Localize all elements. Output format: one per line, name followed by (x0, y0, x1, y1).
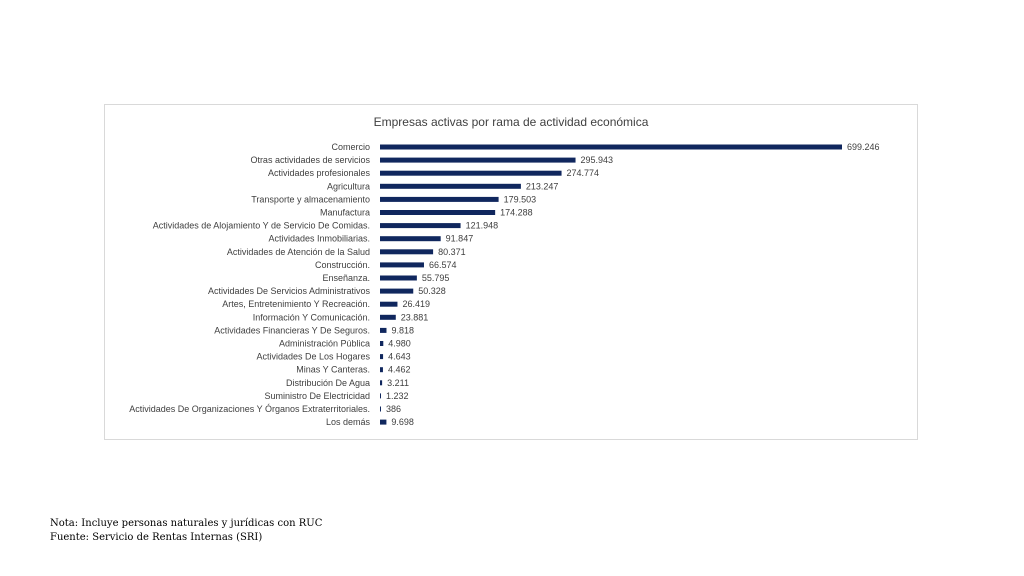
category-label: Otras actividades de servicios (250, 155, 370, 165)
data-label: 80.371 (438, 247, 466, 257)
data-label: 55.795 (422, 273, 450, 283)
bar (380, 262, 424, 268)
bar (380, 419, 387, 425)
bar (380, 301, 398, 307)
bar (380, 275, 417, 281)
category-label: Actividades de Alojamiento Y de Servicio… (153, 221, 370, 231)
bar (380, 341, 384, 346)
category-label: Actividades De Los Hogares (256, 352, 370, 362)
bar (380, 380, 383, 386)
bar (380, 196, 499, 202)
data-label: 91.847 (446, 234, 474, 244)
bar (380, 288, 414, 294)
data-label: 9.698 (391, 417, 414, 427)
data-label: 386 (386, 404, 401, 414)
bar (380, 367, 383, 373)
category-label: Actividades De Organizaciones Y Órganos … (129, 404, 370, 414)
category-label: Construcción. (315, 260, 370, 270)
category-label: Actividades de Atención de la Salud (227, 247, 370, 257)
category-label: Actividades De Servicios Administrativos (208, 286, 371, 296)
category-label: Transporte y almacenamiento (251, 194, 370, 204)
data-label: 4.462 (388, 365, 411, 375)
bar (380, 393, 381, 399)
category-label: Información Y Comunicación. (253, 312, 370, 322)
note-text: Nota: Incluye personas naturales y juríd… (50, 518, 323, 529)
bar (380, 183, 521, 189)
data-label: 1.232 (386, 391, 409, 401)
bar (380, 157, 576, 163)
category-label: Distribución De Agua (286, 378, 370, 388)
notes: Nota: Incluye personas naturales y juríd… (50, 517, 322, 545)
data-label: 274.774 (567, 168, 600, 178)
category-label: Enseñanza. (322, 273, 370, 283)
category-label: Agricultura (327, 181, 370, 191)
bar (380, 223, 461, 229)
data-label: 213.247 (526, 181, 559, 191)
category-label: Comercio (331, 142, 370, 152)
bar (380, 144, 842, 150)
data-label: 9.818 (391, 325, 414, 335)
category-label: Minas Y Canteras. (296, 365, 370, 375)
category-label: Artes, Entretenimiento Y Recreación. (222, 299, 370, 309)
bar (380, 327, 387, 333)
category-label: Manufactura (320, 208, 370, 218)
data-label: 3.211 (387, 378, 409, 388)
data-label: 26.419 (402, 299, 430, 309)
data-label: 50.328 (418, 286, 446, 296)
category-label: Actividades Financieras Y De Seguros. (214, 325, 370, 335)
bars-group: Comercio 699.246 Otras actividades de serv… (129, 142, 879, 427)
category-label: Actividades profesionales (268, 168, 371, 178)
data-label: 66.574 (429, 260, 457, 270)
bar (380, 236, 441, 242)
data-label: 4.643 (388, 352, 411, 362)
bar-chart: Empresas activas por rama de actividad e… (129, 115, 879, 427)
bar (380, 314, 396, 320)
bar (380, 249, 434, 255)
data-label: 121.948 (466, 221, 499, 231)
category-label: Los demás (326, 417, 371, 427)
category-label: Administración Pública (279, 339, 370, 349)
data-label: 295.943 (581, 155, 614, 165)
bar (380, 406, 381, 412)
data-label: 23.881 (401, 312, 429, 322)
category-label: Suministro De Electricidad (264, 391, 370, 401)
chart-frame: Empresas activas por rama de actividad e… (104, 104, 918, 440)
data-label: 174.288 (500, 208, 533, 218)
bar (380, 210, 496, 215)
bar (380, 170, 562, 176)
chart-title: Empresas activas por rama de actividad e… (374, 115, 649, 129)
category-label: Actividades Inmobiliarias. (268, 234, 370, 244)
data-label: 4.980 (388, 339, 411, 349)
data-label: 699.246 (847, 142, 880, 152)
bar (380, 354, 384, 360)
data-label: 179.503 (504, 194, 537, 204)
source-text: Fuente: Servicio de Rentas Internas (SRI… (50, 532, 263, 543)
